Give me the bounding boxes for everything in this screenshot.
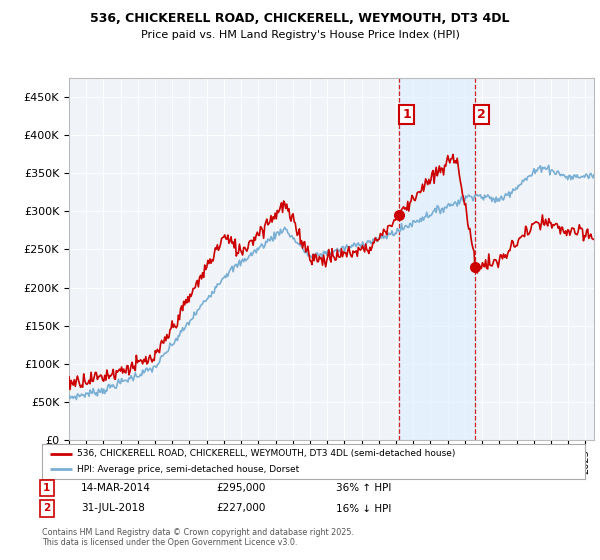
Text: HPI: Average price, semi-detached house, Dorset: HPI: Average price, semi-detached house,…	[77, 465, 299, 474]
Text: Contains HM Land Registry data © Crown copyright and database right 2025.
This d: Contains HM Land Registry data © Crown c…	[42, 528, 354, 548]
Text: 536, CHICKERELL ROAD, CHICKERELL, WEYMOUTH, DT3 4DL: 536, CHICKERELL ROAD, CHICKERELL, WEYMOU…	[90, 12, 510, 25]
Text: £295,000: £295,000	[216, 483, 265, 493]
Text: 14-MAR-2014: 14-MAR-2014	[81, 483, 151, 493]
Text: 2: 2	[43, 503, 50, 514]
Text: 16% ↓ HPI: 16% ↓ HPI	[336, 503, 391, 514]
Text: 1: 1	[402, 108, 411, 121]
Text: Price paid vs. HM Land Registry's House Price Index (HPI): Price paid vs. HM Land Registry's House …	[140, 30, 460, 40]
Bar	[400, 78, 475, 440]
Text: 31-JUL-2018: 31-JUL-2018	[81, 503, 145, 514]
Text: £227,000: £227,000	[216, 503, 265, 514]
Text: 2: 2	[478, 108, 486, 121]
Text: 1: 1	[43, 483, 50, 493]
Text: 536, CHICKERELL ROAD, CHICKERELL, WEYMOUTH, DT3 4DL (semi-detached house): 536, CHICKERELL ROAD, CHICKERELL, WEYMOU…	[77, 449, 455, 458]
Text: 36% ↑ HPI: 36% ↑ HPI	[336, 483, 391, 493]
